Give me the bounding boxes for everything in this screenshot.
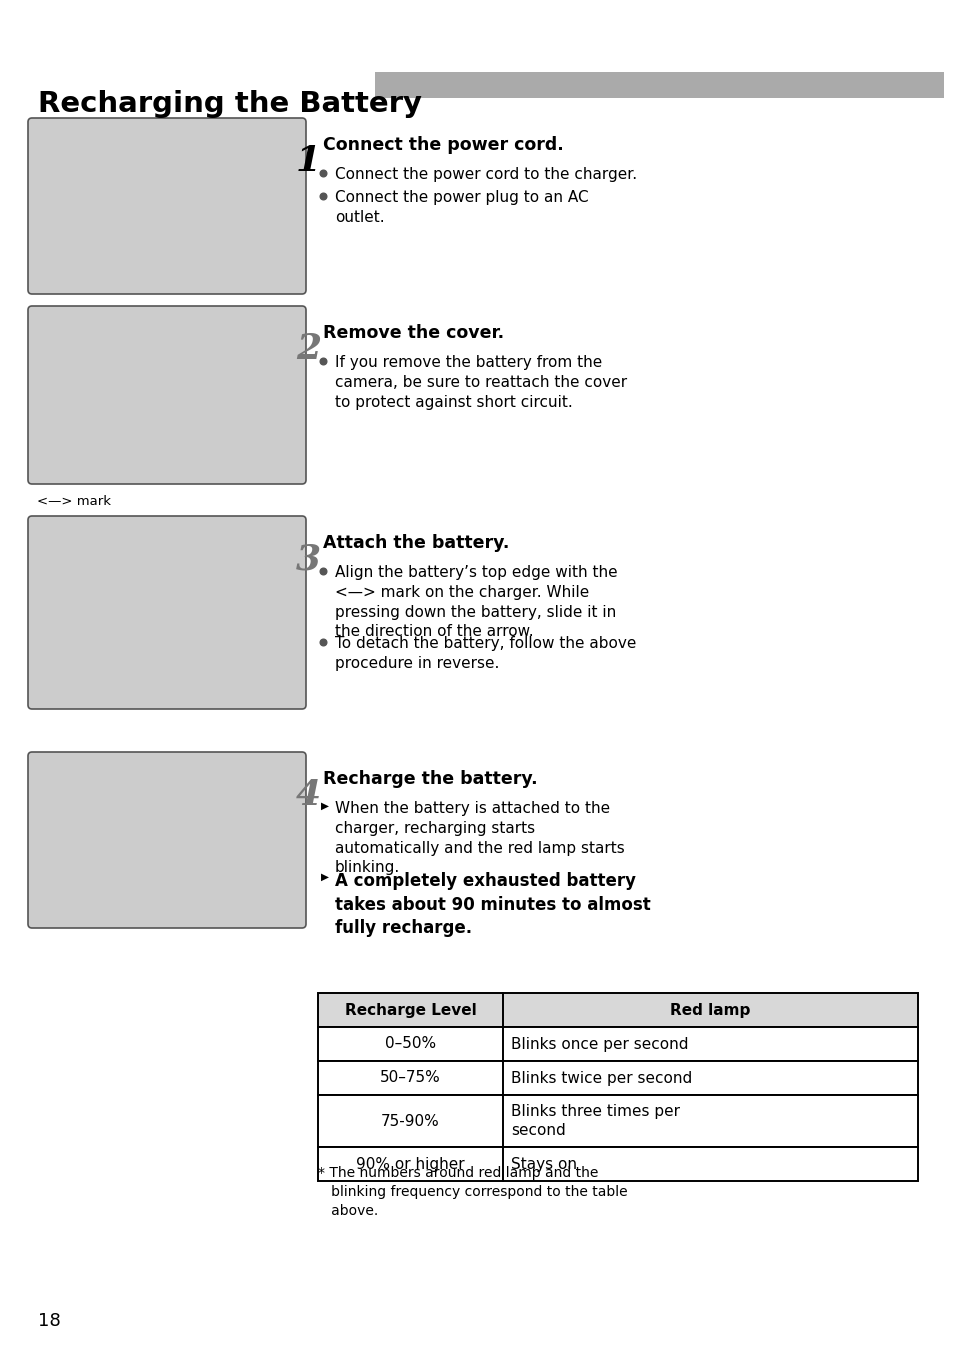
Bar — [375, 71, 943, 98]
Text: Blinks twice per second: Blinks twice per second — [511, 1071, 692, 1086]
Bar — [317, 993, 917, 1027]
Text: 4: 4 — [295, 778, 321, 812]
Text: Recharging the Battery: Recharging the Battery — [38, 90, 421, 117]
Text: 3: 3 — [295, 542, 321, 576]
Text: Connect the power plug to an AC
outlet.: Connect the power plug to an AC outlet. — [335, 190, 588, 225]
Text: To detach the battery, follow the above
procedure in reverse.: To detach the battery, follow the above … — [335, 635, 636, 670]
Text: 0–50%: 0–50% — [384, 1036, 436, 1051]
Text: 50–75%: 50–75% — [379, 1071, 440, 1086]
Text: If you remove the battery from the
camera, be sure to reattach the cover
to prot: If you remove the battery from the camer… — [335, 355, 626, 410]
FancyBboxPatch shape — [28, 306, 306, 484]
Bar — [317, 1095, 917, 1147]
Text: When the battery is attached to the
charger, recharging starts
automatically and: When the battery is attached to the char… — [335, 801, 624, 876]
Text: Blinks three times per
second: Blinks three times per second — [511, 1103, 679, 1139]
Text: <—> mark: <—> mark — [37, 495, 111, 509]
Text: 18: 18 — [38, 1313, 61, 1330]
Text: Connect the power cord to the charger.: Connect the power cord to the charger. — [335, 167, 637, 182]
Text: A completely exhausted battery
takes about 90 minutes to almost
fully recharge.: A completely exhausted battery takes abo… — [335, 871, 650, 938]
FancyBboxPatch shape — [28, 517, 306, 710]
Text: 90% or higher: 90% or higher — [355, 1156, 464, 1171]
Text: Blinks once per second: Blinks once per second — [511, 1036, 688, 1051]
Text: 1: 1 — [295, 144, 321, 178]
Text: 75-90%: 75-90% — [381, 1113, 439, 1129]
Text: Remove the cover.: Remove the cover. — [323, 324, 503, 343]
FancyBboxPatch shape — [28, 117, 306, 294]
Text: Recharge Level: Recharge Level — [344, 1002, 476, 1017]
Text: Attach the battery.: Attach the battery. — [323, 534, 509, 552]
Text: ▶: ▶ — [320, 871, 329, 882]
Bar — [317, 1027, 917, 1062]
Text: * The numbers around red lamp and the
   blinking frequency correspond to the ta: * The numbers around red lamp and the bl… — [317, 1166, 627, 1218]
Bar — [317, 1147, 917, 1180]
Bar — [317, 1062, 917, 1095]
Text: ▶: ▶ — [320, 801, 329, 811]
Text: Align the battery’s top edge with the
<—> mark on the charger. While
pressing do: Align the battery’s top edge with the <—… — [335, 565, 617, 639]
FancyBboxPatch shape — [28, 751, 306, 928]
Text: Recharge the battery.: Recharge the battery. — [323, 770, 537, 788]
Text: Connect the power cord.: Connect the power cord. — [323, 136, 563, 154]
Text: Red lamp: Red lamp — [670, 1002, 750, 1017]
Text: 2: 2 — [295, 332, 321, 366]
Text: Stays on: Stays on — [511, 1156, 577, 1171]
